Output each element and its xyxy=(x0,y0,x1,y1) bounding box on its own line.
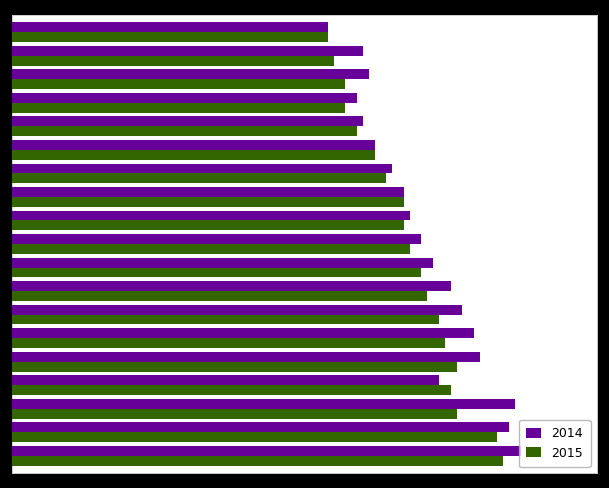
Bar xyxy=(12,375,439,385)
Bar xyxy=(12,385,451,395)
Bar xyxy=(12,150,375,160)
Bar xyxy=(12,305,462,315)
Bar xyxy=(12,362,457,371)
Bar xyxy=(12,244,410,254)
Bar xyxy=(12,221,404,230)
Bar xyxy=(12,126,357,136)
Bar xyxy=(12,140,375,150)
Bar xyxy=(12,197,404,207)
Bar xyxy=(12,338,445,348)
Bar xyxy=(12,456,503,466)
Bar xyxy=(12,22,328,32)
Bar xyxy=(12,211,410,221)
Bar xyxy=(12,315,439,325)
Bar xyxy=(12,56,334,66)
Bar xyxy=(12,408,457,419)
Bar xyxy=(12,422,509,432)
Bar xyxy=(12,117,363,126)
Bar xyxy=(12,93,357,103)
Bar xyxy=(12,187,404,197)
Legend: 2014, 2015: 2014, 2015 xyxy=(519,420,591,467)
Bar xyxy=(12,80,345,89)
Bar xyxy=(12,267,421,277)
Bar xyxy=(12,69,369,80)
Bar xyxy=(12,446,521,456)
Bar xyxy=(12,234,421,244)
Bar xyxy=(12,103,345,113)
Bar xyxy=(12,352,480,362)
Bar xyxy=(12,32,328,42)
Bar xyxy=(12,399,515,408)
Bar xyxy=(12,46,363,56)
Bar xyxy=(12,163,392,173)
Bar xyxy=(12,328,474,338)
Bar xyxy=(12,291,428,301)
Bar xyxy=(12,432,498,442)
Bar xyxy=(12,173,386,183)
Bar xyxy=(12,258,433,267)
Bar xyxy=(12,281,451,291)
